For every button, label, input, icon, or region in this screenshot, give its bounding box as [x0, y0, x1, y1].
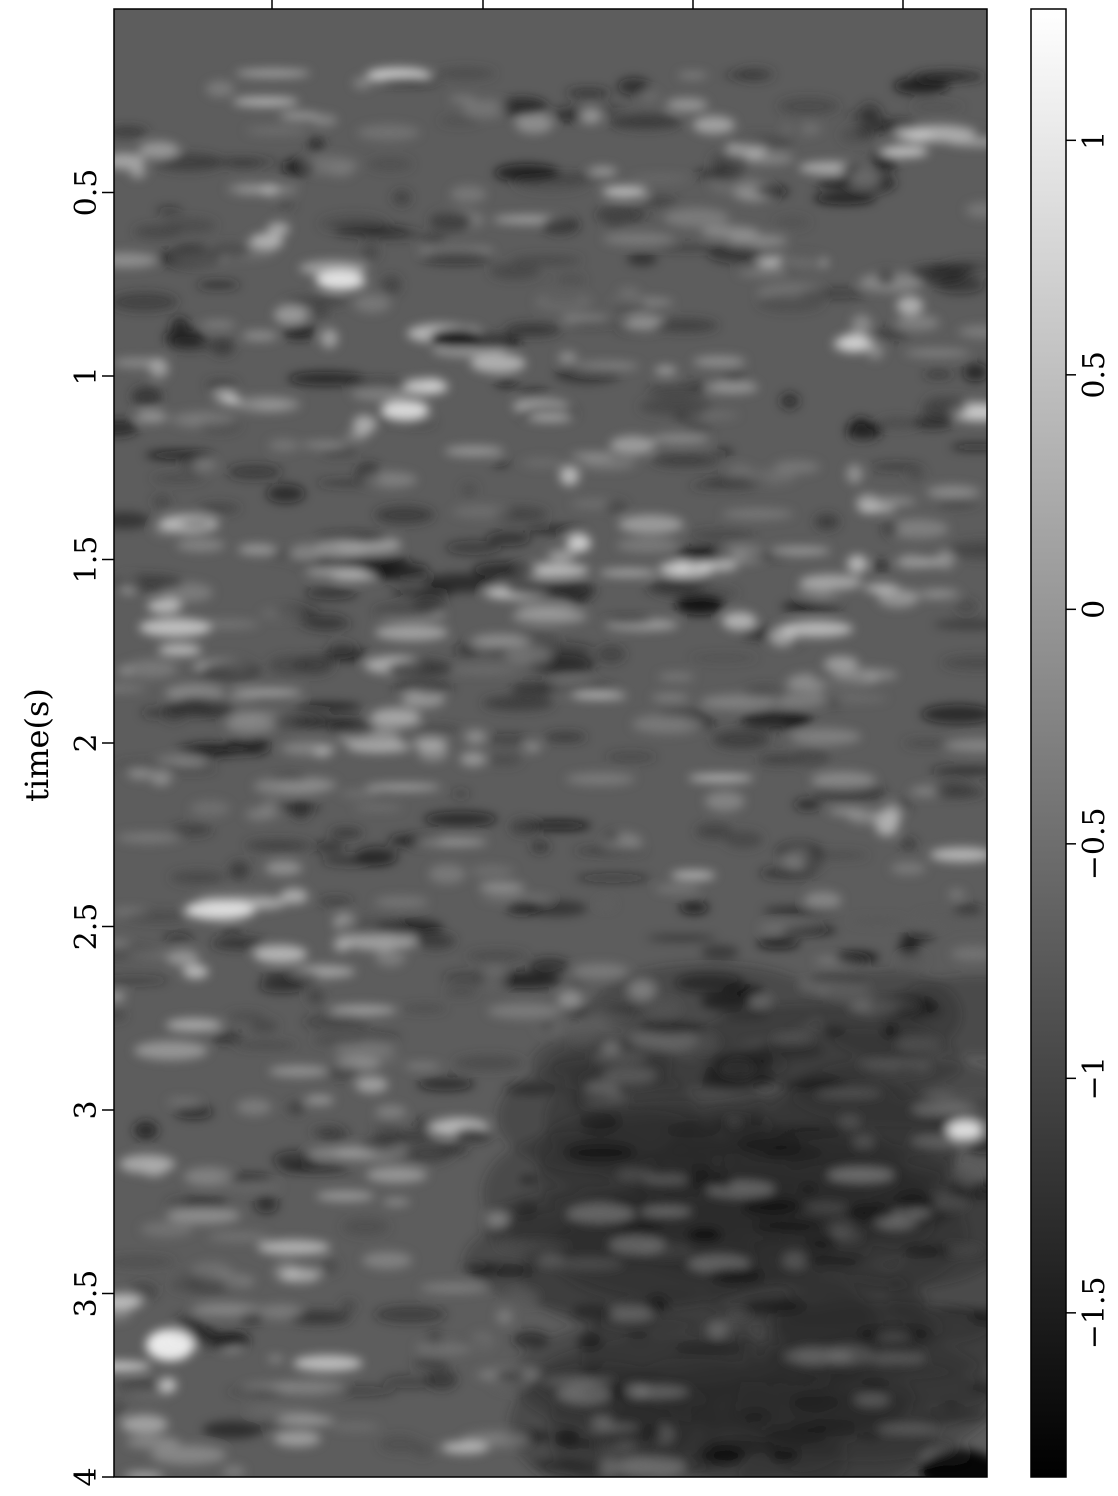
- y-tick-label: 3.5: [69, 1270, 104, 1318]
- colorbar-tick-label: 0: [1077, 600, 1112, 619]
- y-axis: 0.5 1 1.5 2 2.5 3 3.5 4: [69, 169, 114, 1487]
- x-axis-ticks: [271, 0, 904, 9]
- colorbar: 1 0.5 0 −0.5 −1 −1.5: [1030, 8, 1112, 1478]
- colorbar-tick-label: 1: [1077, 131, 1112, 150]
- y-tick-label: 1: [69, 366, 104, 385]
- colorbar-axis: 1 0.5 0 −0.5 −1 −1.5: [1066, 131, 1112, 1349]
- colorbar-tick-label: −1: [1077, 1056, 1112, 1100]
- colorbar-gradient: [1030, 8, 1067, 1478]
- colorbar-tick-label: −0.5: [1077, 807, 1112, 880]
- colorbar-tick-label: 0.5: [1077, 351, 1112, 399]
- heatmap-texture: [114, 67, 987, 1477]
- y-tick-label: 4: [69, 1467, 104, 1486]
- heatmap: [114, 9, 987, 1477]
- colorbar-tick-label: −1.5: [1077, 1276, 1112, 1349]
- y-axis-label: time(s): [18, 688, 56, 802]
- y-tick-label: 0.5: [69, 169, 104, 217]
- y-tick-label: 3: [69, 1100, 104, 1119]
- y-tick-label: 1.5: [69, 536, 104, 584]
- y-tick-label: 2.5: [69, 903, 104, 951]
- y-tick-label: 2: [69, 733, 104, 752]
